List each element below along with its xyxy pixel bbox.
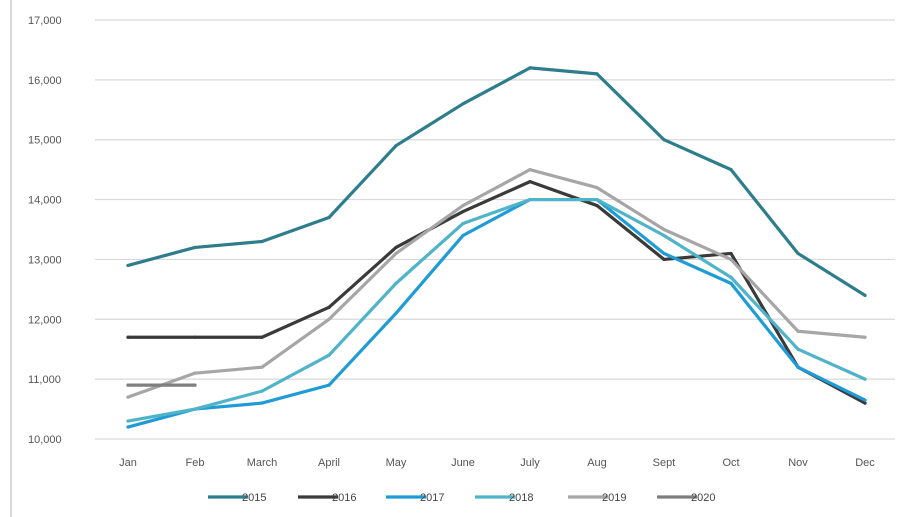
data-point-2018: [394, 281, 398, 285]
data-point-2019: [796, 329, 800, 333]
series-line-2017: [126, 197, 867, 429]
data-point-2015: [461, 102, 465, 106]
data-point-2018: [863, 377, 867, 381]
y-axis-tick-labels: 10,000 11,000 12,000 13,000 14,000 15,000 16,0…: [28, 15, 62, 446]
data-point-2015: [662, 138, 666, 142]
data-point-2015: [528, 66, 532, 70]
x-tick-label: Nov: [788, 457, 808, 469]
legend-label-2017: 2017: [420, 492, 444, 504]
data-point-2018: [126, 419, 130, 423]
y-tick-label: 15,000: [28, 135, 62, 147]
data-point-2017: [796, 365, 800, 369]
legend-label-2019: 2019: [602, 492, 626, 504]
x-tick-label: Jan: [119, 457, 137, 469]
data-point-2019: [528, 168, 532, 172]
data-point-2016: [595, 203, 599, 208]
data-point-2015: [863, 293, 867, 297]
y-tick-label: 11,000: [28, 374, 61, 386]
data-point-2015: [394, 144, 398, 148]
legend-label-2015: 2015: [242, 492, 266, 504]
data-point-2018: [595, 197, 599, 202]
data-point-2015: [595, 72, 599, 76]
gridlines: [95, 19, 895, 440]
data-point-2018: [461, 221, 465, 226]
data-point-2016: [260, 335, 264, 339]
data-point-2017: [327, 383, 331, 387]
series-lines: [126, 66, 867, 429]
x-tick-label: Aug: [587, 457, 607, 469]
x-tick-label: May: [386, 457, 407, 469]
data-point-2019: [260, 365, 264, 369]
data-point-2015: [193, 245, 197, 250]
x-tick-label: April: [318, 457, 340, 469]
y-tick-label: 12,000: [28, 314, 62, 326]
series-line-2015: [126, 66, 867, 297]
legend-label-2016: 2016: [332, 492, 356, 504]
data-point-2016: [461, 209, 465, 214]
data-point-2019: [729, 257, 733, 262]
data-point-2016: [662, 257, 666, 262]
data-point-2018: [260, 389, 264, 393]
y-tick-label: 13,000: [28, 254, 62, 266]
data-point-2020: [126, 383, 130, 387]
x-tick-label: Oct: [722, 457, 739, 469]
y-tick-label: 17,000: [28, 15, 62, 27]
legend: 2015 2016 2017 2018 2019 2020: [208, 492, 715, 504]
x-tick-label: March: [247, 457, 278, 469]
data-point-2019: [863, 335, 867, 339]
y-tick-label: 10,000: [28, 434, 62, 446]
data-point-2017: [126, 425, 130, 429]
data-point-2016: [327, 305, 331, 309]
data-point-2019: [662, 227, 666, 232]
data-point-2019: [461, 203, 465, 208]
data-point-2016: [193, 335, 197, 339]
data-point-2017: [729, 281, 733, 285]
data-point-2020: [193, 383, 197, 387]
data-point-2019: [327, 317, 331, 321]
data-point-2019: [126, 395, 130, 399]
x-tick-label: July: [520, 457, 540, 469]
data-point-2016: [528, 180, 532, 184]
data-point-2018: [327, 353, 331, 357]
x-tick-label: June: [451, 457, 475, 469]
data-point-2016: [729, 251, 733, 256]
left-border: [10, 0, 12, 517]
x-tick-label: Dec: [855, 457, 875, 469]
data-point-2017: [394, 311, 398, 315]
data-point-2016: [863, 401, 867, 405]
data-point-2017: [863, 398, 867, 402]
data-point-2015: [729, 168, 733, 172]
data-point-2016: [126, 335, 130, 339]
data-point-2018: [662, 233, 666, 238]
data-point-2019: [193, 371, 197, 375]
data-point-2017: [260, 401, 264, 405]
data-point-2017: [461, 233, 465, 238]
data-point-2019: [394, 251, 398, 256]
legend-label-2018: 2018: [509, 492, 533, 504]
data-point-2018: [729, 275, 733, 279]
data-point-2016: [394, 245, 398, 250]
data-point-2015: [260, 239, 264, 244]
y-tick-label: 16,000: [28, 75, 62, 87]
x-tick-label: Feb: [186, 457, 205, 469]
x-axis-tick-labels: Jan Feb March April May June July Aug Sept Oct Nov…: [119, 457, 875, 469]
data-point-2015: [327, 215, 331, 220]
x-tick-label: Sept: [653, 457, 676, 469]
series-line-2019: [126, 168, 867, 399]
data-point-2015: [796, 251, 800, 256]
series-line-2018: [126, 197, 867, 423]
data-point-2017: [662, 251, 666, 256]
data-point-2019: [595, 186, 599, 190]
data-point-2018: [796, 347, 800, 351]
data-point-2018: [193, 407, 197, 411]
y-tick-label: 14,000: [28, 195, 62, 207]
data-point-2018: [528, 197, 532, 202]
data-point-2015: [126, 263, 130, 268]
legend-label-2020: 2020: [691, 492, 715, 504]
